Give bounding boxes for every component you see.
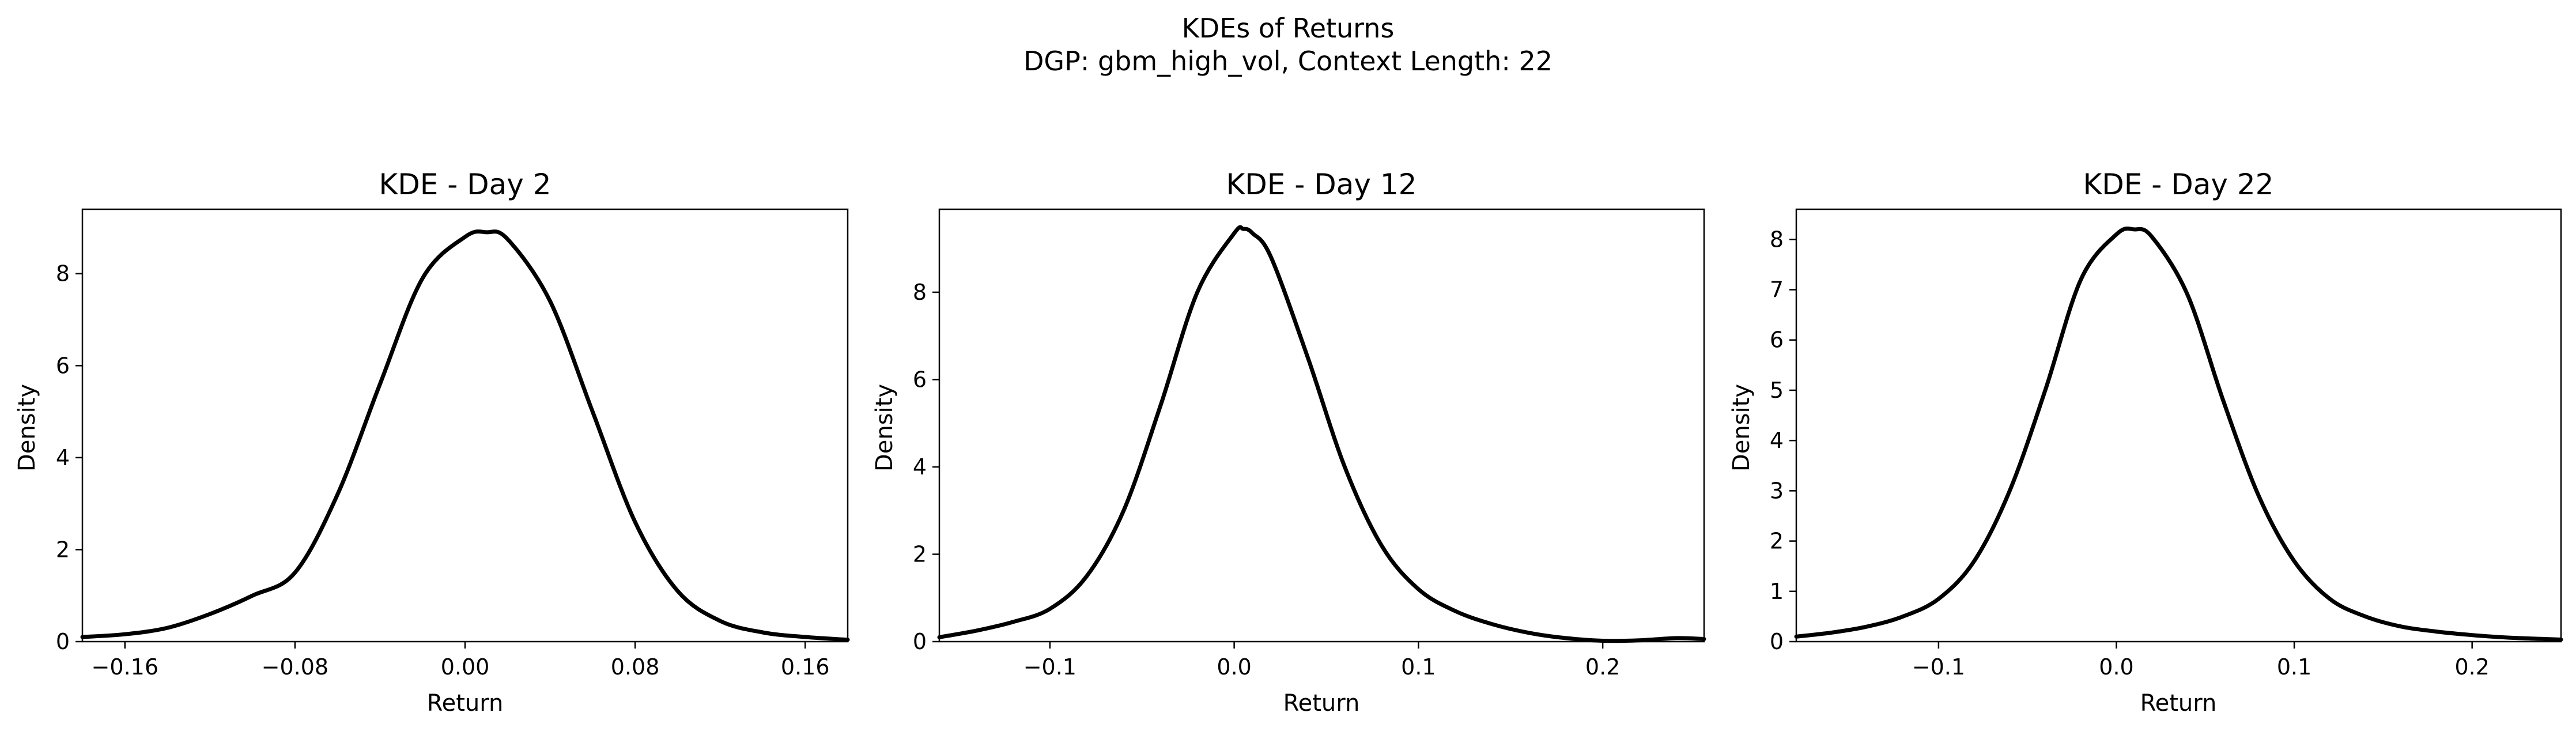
- y-tick-label: 8: [913, 280, 927, 305]
- x-axis-label: Return: [2140, 690, 2217, 717]
- x-tick-label: 0.0: [1217, 654, 1251, 680]
- y-tick-label: 0: [913, 629, 927, 654]
- y-tick-label: 7: [1770, 277, 1784, 303]
- y-tick-label: 0: [1770, 629, 1784, 654]
- plot-frame: [938, 208, 1705, 643]
- y-tick-label: 6: [913, 367, 927, 392]
- kde-curve: [937, 225, 1706, 643]
- plot-frame: [81, 208, 849, 643]
- x-tick-label: 0.16: [781, 654, 830, 680]
- y-axis-label: Density: [14, 384, 40, 472]
- y-tick-label: 4: [913, 454, 927, 480]
- x-tick-label: 0.08: [611, 654, 660, 680]
- y-tick-label: 0: [56, 629, 70, 654]
- y-tick-label: 8: [1770, 227, 1784, 252]
- y-axis-label: Density: [871, 384, 898, 472]
- x-tick-label: −0.1: [1912, 654, 1965, 680]
- y-axis-label: Density: [1728, 384, 1755, 472]
- kde-panel-day-12: KDE - Day 12 Return Density −0.1 0.0 0.1 0.…: [871, 168, 1706, 717]
- panel-title: KDE - Day 2: [379, 168, 551, 201]
- y-tick-label: 3: [1770, 478, 1784, 503]
- x-tick-label: 0.1: [2277, 654, 2311, 680]
- y-tick-label: 8: [56, 261, 70, 287]
- y-tick-label: 2: [913, 541, 927, 567]
- y-tick-label: 2: [56, 537, 70, 562]
- y-tick-label: 4: [56, 445, 70, 470]
- x-axis-label: Return: [427, 690, 504, 717]
- y-tick-label: 5: [1770, 378, 1784, 403]
- x-tick-label: 0.2: [1585, 654, 1620, 680]
- kde-curve: [80, 229, 850, 642]
- y-tick-label: 2: [1770, 529, 1784, 554]
- x-tick-label: −0.08: [262, 654, 328, 680]
- x-tick-label: 0.00: [441, 654, 490, 680]
- kde-panel-day-22: KDE - Day 22 Return Density −0.1 0.0 0.1 0.…: [1728, 168, 2563, 717]
- x-tick-label: 0.0: [2099, 654, 2133, 680]
- panel-title: KDE - Day 22: [2083, 168, 2274, 201]
- figure-title-line1: KDEs of Returns: [1182, 13, 1395, 44]
- kde-curve: [1794, 227, 2563, 642]
- y-tick-label: 6: [56, 353, 70, 378]
- y-tick-label: 1: [1770, 579, 1784, 604]
- panel-title: KDE - Day 12: [1226, 168, 1417, 201]
- x-tick-label: −0.16: [92, 654, 158, 680]
- x-axis-label: Return: [1283, 690, 1360, 717]
- x-tick-label: 0.1: [1401, 654, 1436, 680]
- x-tick-label: −0.1: [1023, 654, 1077, 680]
- y-tick-label: 4: [1770, 428, 1784, 453]
- plot-frame: [1795, 208, 2562, 643]
- kde-panel-day-2: KDE - Day 2 Return Density −0.16 −0.08 0.0…: [14, 168, 850, 717]
- y-tick-label: 6: [1770, 327, 1784, 353]
- x-tick-label: 0.2: [2454, 654, 2489, 680]
- figure-title-line2: DGP: gbm_high_vol, Context Length: 22: [1023, 46, 1553, 77]
